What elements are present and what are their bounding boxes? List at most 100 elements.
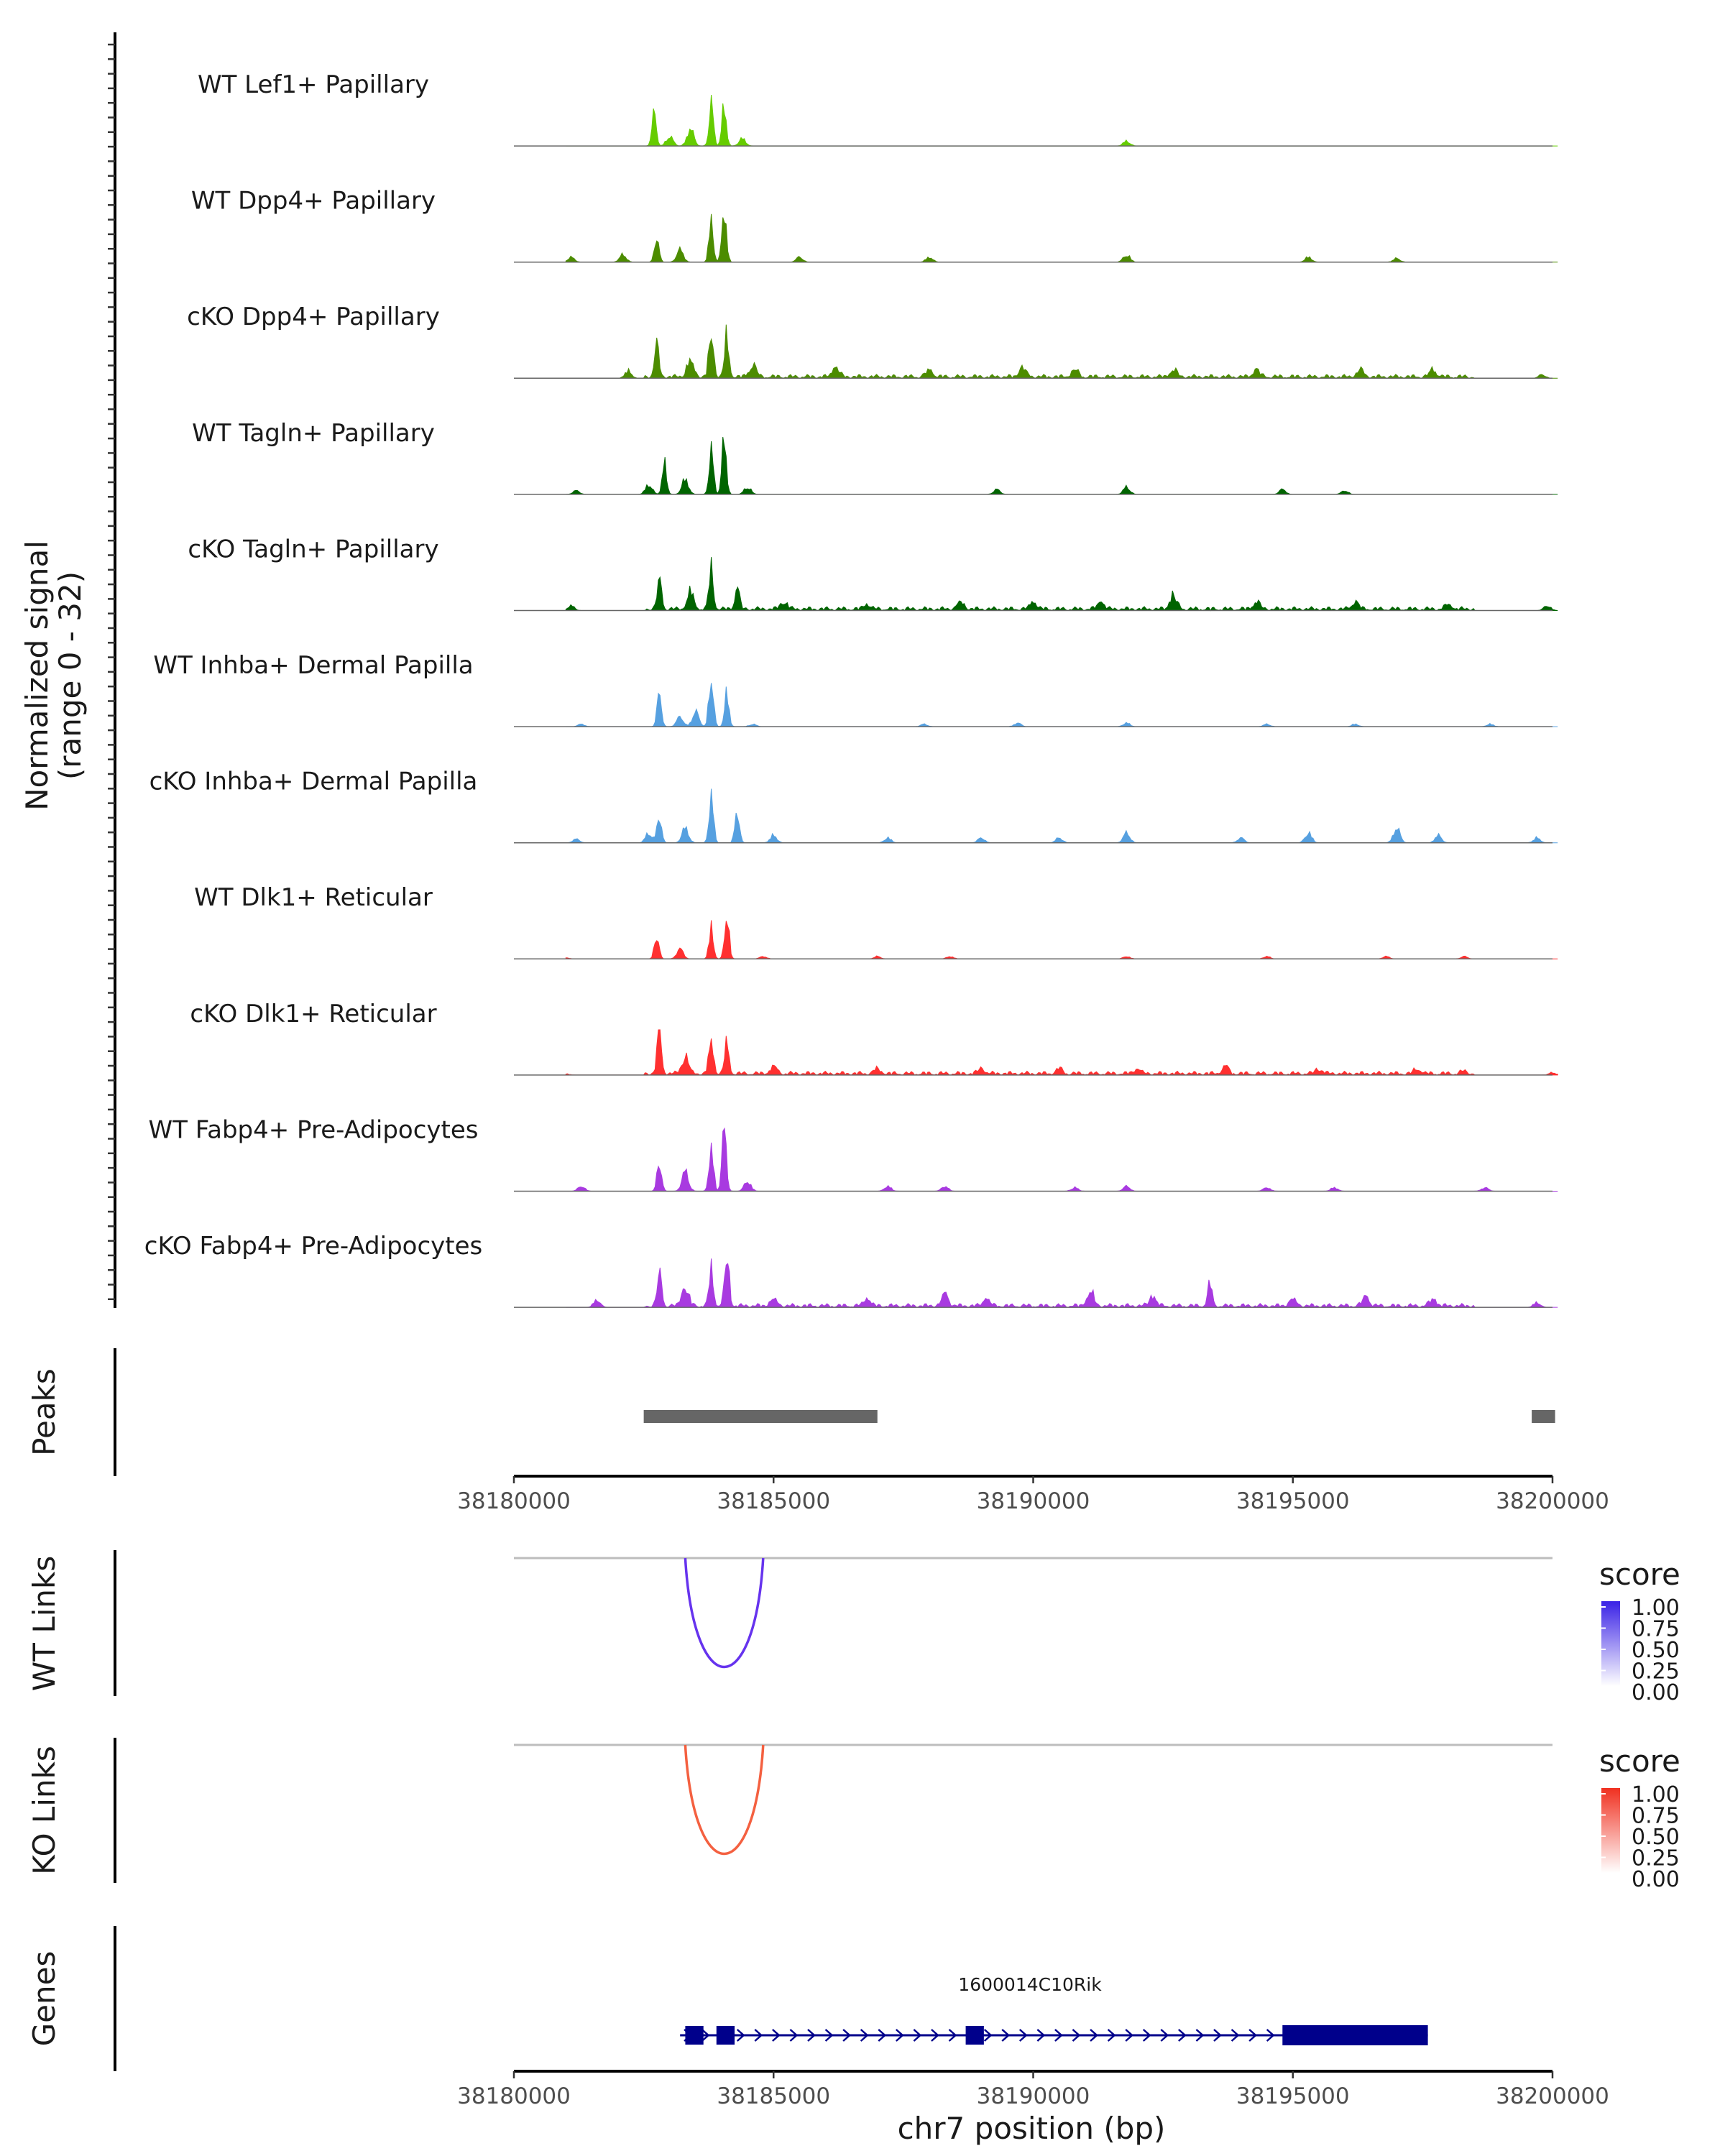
link-arc — [684, 1557, 765, 1668]
gene-exon — [685, 2026, 704, 2045]
legend-tick-label: 0.75 — [1632, 1617, 1680, 1642]
x-tick-label: 38185000 — [717, 2083, 830, 2109]
coverage-area — [566, 788, 1558, 844]
legend-tick-label: 0.75 — [1632, 1804, 1680, 1829]
coverage-area — [566, 1127, 1558, 1192]
genes-track-label: Genes — [27, 1951, 62, 2047]
gene-exon — [1282, 2025, 1428, 2045]
wt-legend-title: score — [1599, 1557, 1680, 1592]
legend-colorbar — [1601, 1601, 1620, 1686]
legend-tick-label: 1.00 — [1632, 1782, 1680, 1807]
legend-tick-label: 0.25 — [1632, 1659, 1680, 1685]
strand-arrow — [1248, 2029, 1258, 2042]
ko-links-legend: score 1.000.750.500.250.00 — [1599, 1743, 1680, 1892]
coverage-track: WT Tagln+ Papillary — [192, 419, 1558, 495]
x-tick-label: 38200000 — [1496, 2083, 1609, 2109]
x-tick-label: 38195000 — [1236, 2083, 1350, 2109]
track-label: WT Tagln+ Papillary — [192, 419, 435, 448]
legend-tick-label: 0.50 — [1632, 1638, 1680, 1663]
strand-arrow — [1142, 2029, 1151, 2042]
link-arc — [684, 1744, 765, 1855]
strand-arrow — [860, 2029, 869, 2042]
x-tick-label: 38195000 — [1236, 1488, 1350, 1514]
coverage-area — [566, 683, 1558, 727]
x-tick-label: 38185000 — [717, 1488, 830, 1514]
strand-arrow — [913, 2029, 922, 2042]
ko-legend-title: score — [1599, 1743, 1680, 1779]
strand-arrow — [842, 2029, 852, 2042]
strand-arrow — [736, 2029, 745, 2042]
coverage-area — [565, 920, 1558, 959]
coverage-track: cKO Dlk1+ Reticular — [190, 1000, 1558, 1076]
coverage-area — [566, 437, 1558, 495]
coverage-track: WT Lef1+ Papillary — [198, 70, 1558, 147]
gene-exon — [716, 2026, 735, 2045]
y-axis-title-line1: Normalized signal — [19, 540, 55, 811]
coverage-track: cKO Inhba+ Dermal Papilla — [150, 768, 1558, 844]
strand-arrow — [754, 2029, 763, 2042]
strand-arrow — [1160, 2029, 1169, 2042]
track-label: WT Dlk1+ Reticular — [194, 883, 433, 912]
gene-name-label: 1600014C10Rik — [958, 1974, 1102, 1995]
peaks-track: Peaks — [27, 1348, 1555, 1476]
coverage-area — [566, 94, 1558, 147]
x-axis-title: chr7 position (bp) — [898, 2111, 1166, 2146]
strand-arrow — [1230, 2029, 1240, 2042]
coverage-track: cKO Dpp4+ Papillary — [187, 303, 1558, 379]
strand-arrow — [789, 2029, 799, 2042]
strand-arrow — [1001, 2029, 1011, 2042]
strand-arrow — [1125, 2029, 1134, 2042]
legend-tick-label: 0.25 — [1632, 1846, 1680, 1871]
coverage-tracks: WT Lef1+ Papillary WT Dpp4+ Papillary cKO … — [144, 70, 1558, 1308]
strand-arrow — [807, 2029, 816, 2042]
legend-tick-label: 0.50 — [1632, 1825, 1680, 1850]
track-label: WT Fabp4+ Pre-Adipocytes — [149, 1115, 479, 1144]
wt-links-track: WT Links — [27, 1550, 1552, 1696]
x-tick-label: 38180000 — [457, 2083, 571, 2109]
coverage-track: WT Inhba+ Dermal Papilla — [153, 651, 1558, 727]
track-label: cKO Fabp4+ Pre-Adipocytes — [144, 1232, 483, 1261]
coverage-track: cKO Tagln+ Papillary — [188, 535, 1558, 612]
coverage-track: WT Dpp4+ Papillary — [191, 187, 1558, 263]
strand-arrow — [1266, 2029, 1275, 2042]
track-label: cKO Inhba+ Dermal Papilla — [150, 768, 478, 796]
track-label: cKO Dpp4+ Papillary — [187, 303, 440, 331]
legend-tick-label: 1.00 — [1632, 1595, 1680, 1621]
coverage-area — [565, 557, 1558, 612]
coverage-track: cKO Fabp4+ Pre-Adipocytes — [144, 1232, 1558, 1308]
strand-arrow — [1054, 2029, 1063, 2042]
wt-links-legend: score 1.000.750.500.250.00 — [1599, 1557, 1680, 1705]
ko-links-label: KO Links — [27, 1746, 62, 1875]
coverage-area — [565, 213, 1558, 263]
wt-links-label: WT Links — [27, 1556, 62, 1691]
coverage-area — [566, 324, 1558, 379]
strand-arrow — [1072, 2029, 1081, 2042]
strand-arrow — [1036, 2029, 1046, 2042]
strand-arrow — [772, 2029, 781, 2042]
strand-arrow — [878, 2029, 887, 2042]
peaks-track-label: Peaks — [27, 1368, 62, 1456]
track-label: cKO Dlk1+ Reticular — [190, 1000, 436, 1028]
strand-arrow — [1090, 2029, 1098, 2042]
track-label: WT Inhba+ Dermal Papilla — [153, 651, 473, 680]
x-tick-label: 38190000 — [977, 2083, 1090, 2109]
strand-arrow — [948, 2029, 957, 2042]
coverage-area — [566, 1258, 1558, 1308]
x-tick-label: 38200000 — [1496, 1488, 1609, 1514]
strand-arrow — [824, 2029, 834, 2042]
strand-arrow — [1178, 2029, 1187, 2042]
coverage-track: WT Fabp4+ Pre-Adipocytes — [149, 1115, 1558, 1192]
strand-arrow — [701, 2029, 710, 2042]
coverage-y-axis — [108, 32, 116, 1308]
x-tick-label: 38190000 — [977, 1488, 1090, 1514]
ko-links-track: KO Links — [27, 1738, 1552, 1883]
x-axis-upper: 38180000 38185000 38190000 38195000 38200000 — [457, 1475, 1609, 1514]
peak-region — [643, 1410, 878, 1423]
strand-arrow — [895, 2029, 904, 2042]
track-label: cKO Tagln+ Papillary — [188, 535, 438, 563]
strand-arrow — [1195, 2029, 1205, 2042]
strand-arrow — [1107, 2029, 1116, 2042]
legend-tick-label: 0.00 — [1632, 1867, 1680, 1892]
legend-colorbar — [1601, 1788, 1620, 1873]
